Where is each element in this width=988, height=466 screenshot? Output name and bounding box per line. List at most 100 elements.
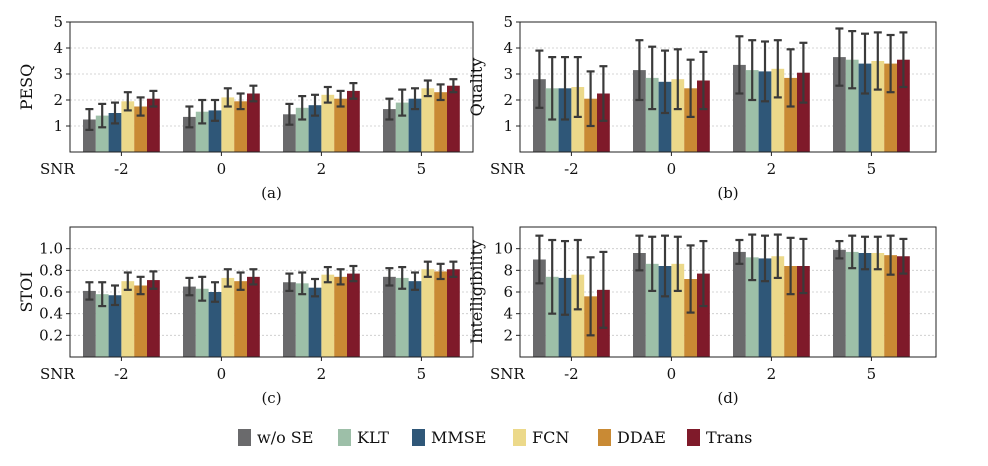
legend: w/o SE KLT MMSE FCN DDAE Trans [238, 428, 752, 447]
y-tick-label: 6 [503, 283, 513, 301]
panel-caption: (d) [717, 389, 738, 407]
panel-caption: (c) [261, 389, 281, 407]
x-tick-label: 2 [317, 365, 327, 383]
legend-swatch [513, 429, 526, 446]
legend-swatch [238, 429, 251, 446]
x-axis-label: SNR [40, 160, 75, 178]
legend-swatch [598, 429, 611, 446]
legend-label: MMSE [431, 428, 486, 447]
bar-w-o-se-0 [633, 253, 646, 357]
y-tick-label: 2 [503, 326, 513, 344]
x-tick-label: 2 [317, 160, 327, 178]
panel-b: 1 2 3 4 5 -2 0 2 5 SNR Quality (b) [467, 13, 937, 202]
bar-klt-5 [845, 251, 859, 357]
bar-klt-5 [395, 277, 409, 357]
y-tick-label: 4 [53, 39, 63, 57]
bar-fcn-5 [421, 269, 435, 357]
y-tick-label: 8 [503, 261, 513, 279]
bar-klt-2 [745, 70, 759, 152]
bar-ddae-0 [234, 101, 247, 152]
x-tick-label: -2 [114, 160, 129, 178]
bar-klt-0 [645, 263, 659, 357]
x-tick-label: 2 [767, 160, 777, 178]
bar-mmse-2 [758, 71, 772, 152]
bar-klt-2 [745, 257, 759, 357]
bar-w-o-se-2 [283, 282, 296, 357]
bar-mmse-2 [308, 105, 322, 152]
bar-fcn-0 [221, 277, 235, 357]
bar-mmse--2 [558, 277, 572, 357]
y-tick-label: 0.4 [39, 305, 63, 323]
bar-klt-0 [645, 77, 659, 152]
legend-label: DDAE [617, 428, 666, 447]
y-axis-label: STOI [17, 271, 36, 312]
x-tick-label: 0 [217, 160, 227, 178]
bar-trans-2 [797, 266, 810, 357]
y-tick-label: 3 [53, 65, 63, 83]
y-tick-label: 5 [503, 13, 513, 31]
legend-label: KLT [357, 428, 389, 447]
bar-trans--2 [597, 93, 610, 152]
bar-trans-0 [247, 276, 260, 357]
x-tick-label: 5 [867, 160, 877, 178]
bar-mmse-0 [208, 292, 222, 357]
y-axis-label: PESQ [17, 64, 36, 111]
bar-ddae-2 [784, 77, 797, 152]
bar-fcn-2 [321, 274, 335, 357]
bar-klt-0 [195, 288, 209, 357]
bar-ddae--2 [134, 106, 147, 152]
y-tick-label: 0.6 [39, 283, 63, 301]
x-axis-label: SNR [40, 365, 75, 383]
bar-w-o-se-0 [183, 286, 196, 357]
y-tick-label: 2 [53, 91, 63, 109]
bar-klt--2 [545, 276, 559, 357]
x-axis-label: SNR [490, 160, 525, 178]
x-tick-label: 0 [667, 365, 677, 383]
y-tick-label: 1.0 [39, 240, 63, 258]
bar-mmse-0 [658, 81, 672, 152]
x-tick-label: -2 [564, 365, 579, 383]
bar-ddae-2 [334, 98, 347, 152]
bar-trans-2 [797, 72, 810, 152]
bar-w-o-se-0 [183, 116, 196, 152]
panel-c: 0.2 0.4 0.6 0.8 1.0 -2 0 2 5 SNR STOI (c) [17, 226, 474, 407]
bar-trans-0 [247, 93, 260, 152]
bar-ddae--2 [134, 285, 147, 357]
x-tick-label: 0 [217, 365, 227, 383]
panel-caption: (a) [261, 184, 282, 202]
bar-fcn-0 [671, 79, 685, 152]
bar-mmse--2 [108, 295, 122, 357]
bar-ddae-0 [684, 279, 697, 357]
bar-trans-5 [447, 85, 460, 152]
bar-w-o-se-5 [833, 57, 846, 152]
legend-label: w/o SE [257, 428, 313, 447]
x-tick-label: 5 [417, 160, 427, 178]
y-tick-label: 2 [503, 91, 513, 109]
bar-trans-2 [347, 273, 360, 357]
bar-trans-5 [897, 59, 910, 153]
bar-trans--2 [147, 98, 160, 152]
y-tick-label: 10 [494, 240, 513, 258]
bar-fcn-5 [421, 88, 435, 152]
panel-caption: (b) [717, 184, 738, 202]
bar-mmse-5 [408, 98, 422, 152]
bar-mmse-5 [858, 63, 872, 152]
bar-mmse-2 [758, 258, 772, 357]
bar-ddae-0 [684, 88, 697, 152]
x-tick-label: 2 [767, 365, 777, 383]
bar-fcn--2 [121, 281, 135, 357]
y-tick-label: 5 [53, 13, 63, 31]
bar-fcn-2 [321, 94, 335, 152]
bar-ddae-5 [434, 271, 447, 357]
x-tick-label: 0 [667, 160, 677, 178]
bar-w-o-se-5 [383, 276, 396, 357]
bar-trans-2 [347, 90, 360, 152]
y-tick-label: 1 [53, 117, 63, 135]
legend-swatch [687, 429, 700, 446]
bar-mmse-5 [858, 253, 872, 357]
panel-a: 1 2 3 4 5 -2 0 2 5 SNR PESQ (a) [17, 13, 474, 202]
bar-ddae-2 [784, 266, 797, 357]
bar-ddae-0 [234, 281, 247, 357]
bar-fcn--2 [571, 274, 585, 357]
